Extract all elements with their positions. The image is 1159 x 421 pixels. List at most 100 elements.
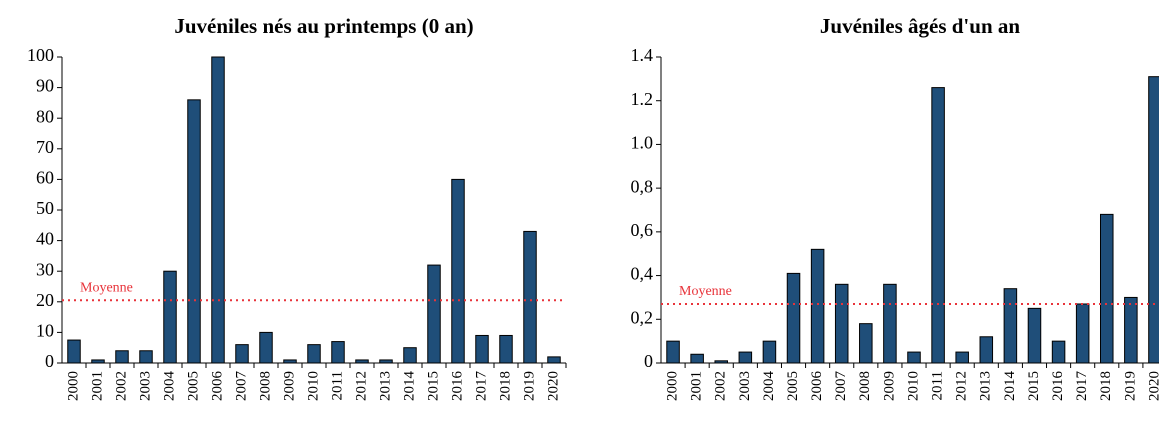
bar [955,351,969,364]
bar [403,347,417,364]
y-tick-label: 80 [36,106,54,126]
x-tick-label: 2002 [713,371,729,401]
bar [67,339,81,364]
bar [211,56,225,364]
y-tick-label: 70 [36,137,54,157]
y-tick-label: 0,8 [631,176,654,196]
bar [499,334,513,364]
bar [979,336,994,364]
x-tick-label: 2019 [1122,371,1138,401]
x-tick-label: 2003 [737,371,753,401]
y-tick-label: 100 [27,45,54,65]
x-tick-label: 2000 [664,371,680,401]
x-tick-label: 2004 [761,371,777,402]
bar [475,334,489,364]
x-tick-label: 2018 [497,371,513,401]
bar [714,360,729,364]
x-tick-label: 2013 [377,371,393,401]
x-tick-label: 2008 [257,371,273,401]
y-tick-label: 90 [36,76,54,96]
x-tick-label: 2017 [473,371,489,402]
bar [1027,307,1042,364]
y-tick-label: 1.2 [631,89,654,109]
x-tick-label: 2015 [425,371,441,401]
x-tick-label: 2005 [185,371,201,401]
chart-title: Juvéniles âgés d'un an [820,14,1020,38]
y-tick-label: 10 [36,321,54,341]
bar [1075,303,1090,364]
x-tick-label: 2006 [809,371,825,402]
bar [187,99,201,364]
x-tick-label: 2014 [401,371,417,402]
bar [235,344,249,364]
bar [690,353,704,364]
bar [1124,296,1138,364]
bar [91,359,105,364]
x-tick-label: 2008 [857,371,873,401]
x-tick-label: 2011 [930,371,946,400]
x-tick-label: 2016 [1050,371,1066,402]
x-tick-label: 2015 [1026,371,1042,401]
y-tick-label: 30 [36,259,54,279]
x-tick-label: 2010 [905,371,921,401]
chart-title: Juvéniles nés au printemps (0 an) [174,14,473,38]
bar [859,323,873,364]
bar [259,331,273,364]
x-tick-label: 2003 [137,371,153,401]
x-tick-label: 2006 [209,371,225,402]
x-tick-label: 2011 [329,371,345,400]
bar [427,264,441,364]
bar [283,359,297,364]
y-tick-label: 60 [36,168,54,188]
bar [786,272,801,364]
bar [834,283,849,364]
x-tick-label: 2020 [1146,371,1159,401]
x-tick-label: 2019 [521,371,537,401]
bar [1099,213,1114,364]
bar [810,248,825,364]
y-tick-label: 0,2 [631,307,654,327]
x-tick-label: 2010 [305,371,321,401]
x-tick-label: 2009 [881,371,897,401]
bar [163,270,177,364]
bar [307,344,321,364]
bar [883,283,897,364]
x-tick-label: 2013 [978,371,994,401]
bar [1003,288,1018,364]
x-tick-label: 2004 [161,371,177,402]
bar [1148,76,1159,364]
y-tick-label: 0,6 [631,220,654,240]
bar [355,359,369,364]
bar [547,356,561,364]
y-tick-label: 0 [644,351,653,371]
y-tick-label: 40 [36,229,54,249]
bar [738,351,753,364]
x-tick-label: 2017 [1074,371,1090,402]
y-tick-label: 20 [36,290,54,310]
x-tick-label: 2018 [1098,371,1114,401]
x-tick-label: 2020 [545,371,561,401]
x-tick-label: 2001 [89,371,105,401]
y-tick-label: 50 [36,198,54,218]
bar [115,350,129,364]
bar [451,178,465,364]
y-tick-label: 1.0 [631,133,654,153]
x-tick-label: 2012 [353,371,369,401]
x-tick-label: 2005 [785,371,801,401]
bar [762,340,777,364]
x-tick-label: 2009 [281,371,297,401]
bar [931,87,945,364]
mean-label: Moyenne [80,280,133,295]
x-tick-label: 2007 [233,371,249,402]
bar [379,359,393,364]
x-tick-label: 2012 [954,371,970,401]
bar [523,230,537,364]
x-tick-label: 2007 [833,371,849,402]
y-tick-label: 1.4 [631,45,654,65]
x-tick-label: 2001 [689,371,705,401]
bar [139,350,153,364]
bar [331,341,345,364]
bar [666,340,680,364]
y-tick-label: 0,4 [631,264,654,284]
